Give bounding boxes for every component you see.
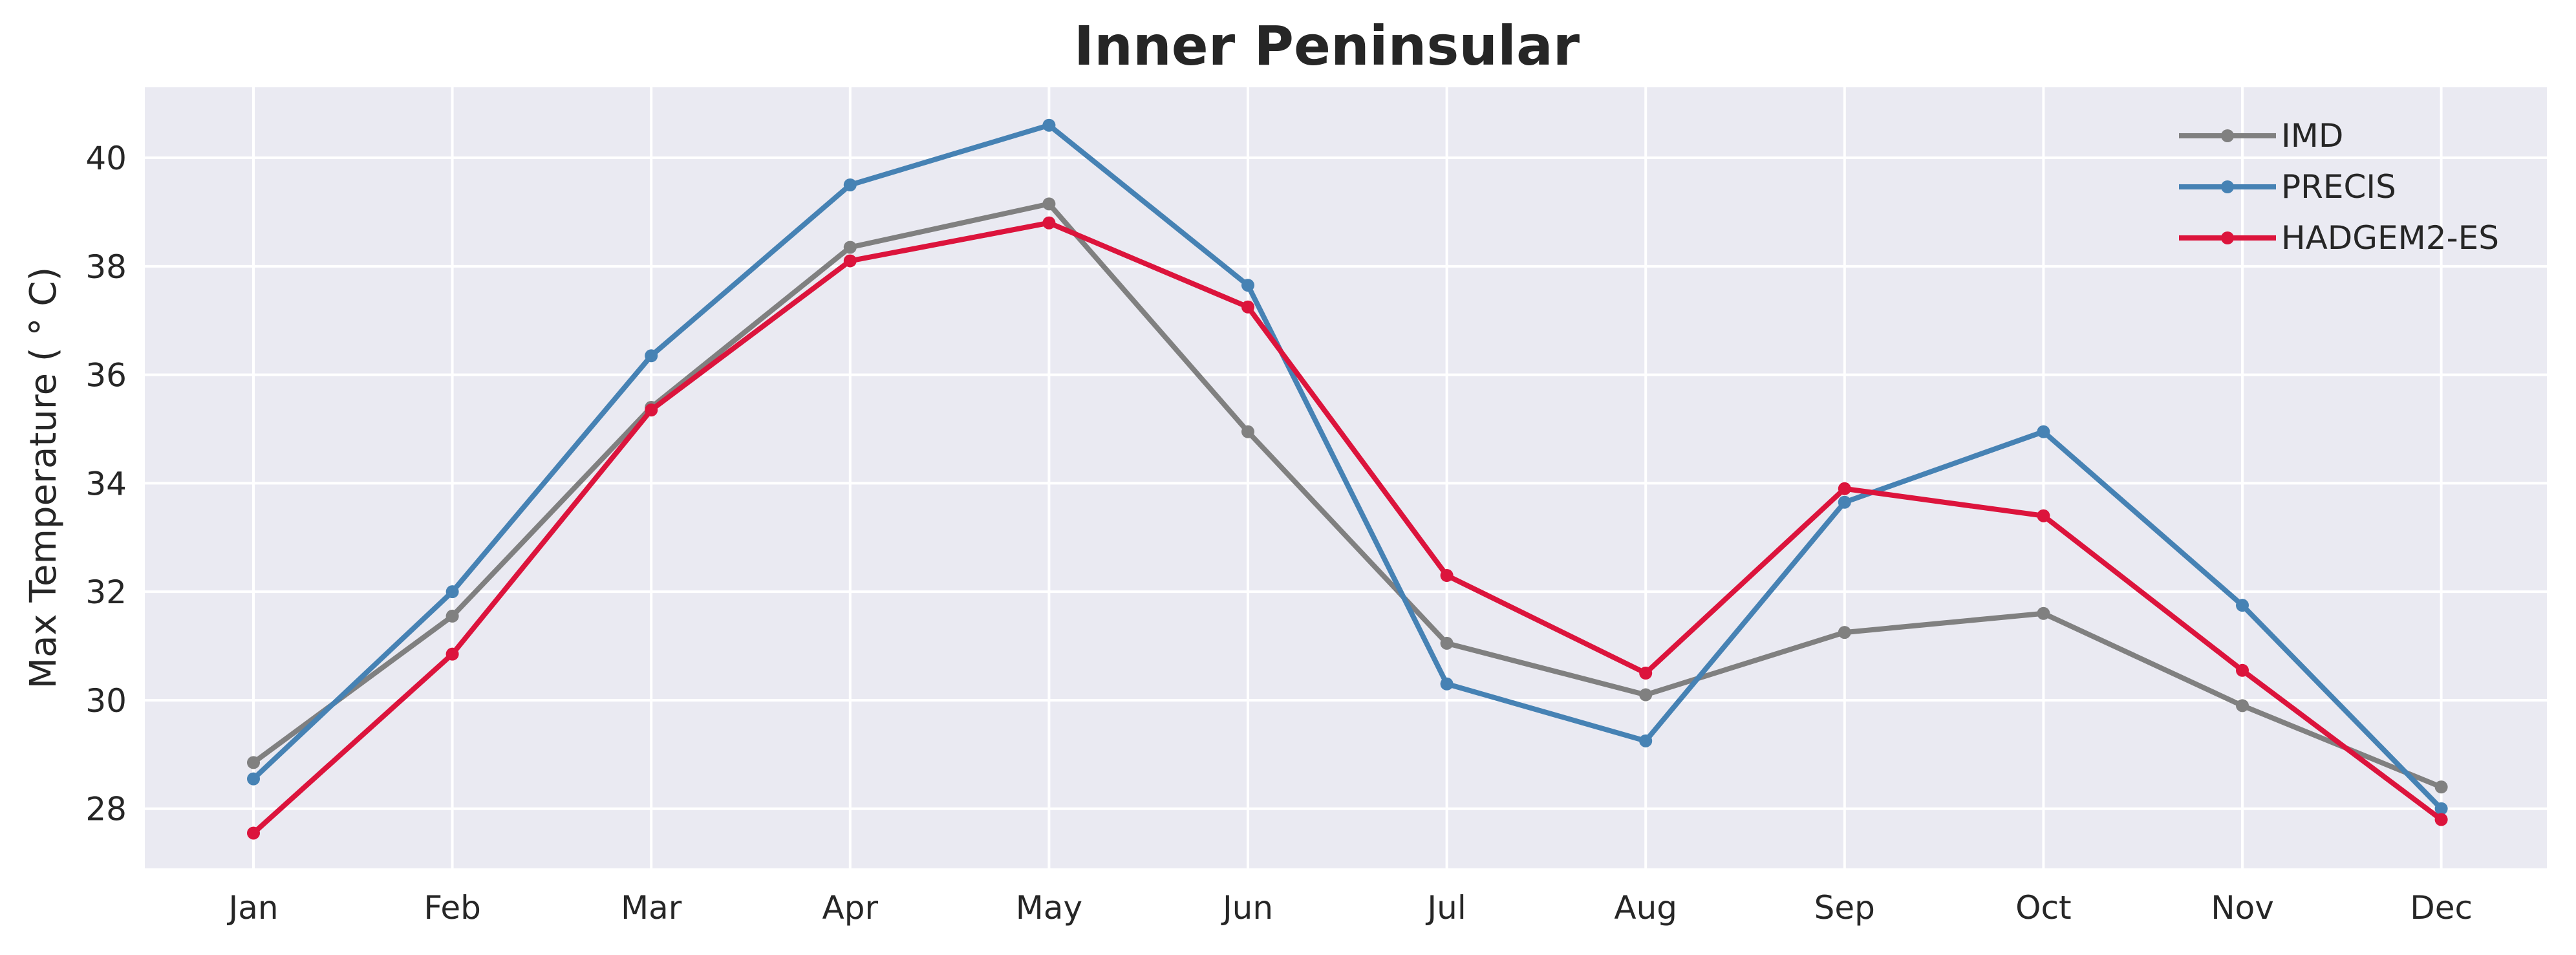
legend-item: HADGEM2-ES bbox=[2179, 219, 2499, 257]
data-point bbox=[843, 178, 857, 191]
data-point bbox=[843, 254, 857, 268]
x-tick-label: Jan bbox=[226, 889, 278, 927]
data-point bbox=[1440, 636, 1454, 650]
x-tick-label: Oct bbox=[2015, 889, 2071, 927]
chart-title: Inner Peninsular bbox=[1074, 14, 1580, 78]
x-axis-ticks: Jan Feb Mar Apr May Jun Jul Aug Sep Oct Nov Dec bbox=[226, 889, 2473, 927]
series-hadgem2-es bbox=[247, 216, 2448, 840]
legend-item: PRECIS bbox=[2179, 168, 2396, 206]
series-imd bbox=[247, 197, 2448, 794]
y-tick-label: 28 bbox=[85, 791, 127, 828]
data-point bbox=[1042, 197, 1056, 211]
data-point bbox=[1241, 279, 1254, 292]
y-axis-label: Max Temperature ( ° C) bbox=[23, 267, 65, 689]
data-point bbox=[1639, 667, 1653, 680]
legend-label: HADGEM2-ES bbox=[2281, 219, 2499, 257]
data-point bbox=[1838, 495, 1851, 509]
x-tick-label: Aug bbox=[1614, 889, 1677, 927]
data-point bbox=[2434, 802, 2448, 815]
x-tick-label: Sep bbox=[1814, 889, 1875, 927]
data-point bbox=[1241, 425, 1254, 438]
x-tick-label: Jun bbox=[1221, 889, 1273, 927]
legend-label: IMD bbox=[2281, 117, 2343, 155]
x-tick-label: Feb bbox=[424, 889, 481, 927]
x-tick-label: Mar bbox=[621, 889, 682, 927]
data-point bbox=[2434, 780, 2448, 794]
x-tick-label: Jul bbox=[1425, 889, 1466, 927]
data-point bbox=[1639, 734, 1653, 747]
data-point bbox=[445, 585, 459, 599]
y-tick-label: 34 bbox=[85, 465, 127, 502]
series-line bbox=[251, 201, 2444, 790]
data-point bbox=[645, 349, 658, 363]
data-point bbox=[247, 772, 260, 786]
series-lines bbox=[247, 118, 2448, 840]
y-tick-label: 38 bbox=[85, 248, 127, 286]
data-point bbox=[247, 756, 260, 769]
y-axis-ticks: 28 30 32 34 36 38 40 bbox=[85, 140, 127, 828]
data-point bbox=[247, 826, 260, 840]
data-point bbox=[1042, 216, 1056, 230]
data-point bbox=[1838, 482, 1851, 495]
data-point bbox=[445, 647, 459, 661]
data-point bbox=[2037, 425, 2050, 438]
legend-item: IMD bbox=[2179, 117, 2343, 155]
y-tick-label: 32 bbox=[85, 574, 127, 611]
data-point bbox=[445, 609, 459, 623]
series-line bbox=[251, 220, 2444, 836]
data-point bbox=[1639, 688, 1653, 702]
data-point bbox=[1838, 626, 1851, 639]
data-point bbox=[1440, 569, 1454, 582]
legend-marker bbox=[2221, 129, 2234, 142]
data-point bbox=[843, 241, 857, 254]
y-tick-label: 30 bbox=[85, 682, 127, 720]
data-point bbox=[2037, 606, 2050, 620]
x-tick-label: Apr bbox=[822, 889, 879, 927]
x-tick-label: May bbox=[1016, 889, 1082, 927]
series-precis bbox=[247, 118, 2448, 815]
data-point bbox=[645, 403, 658, 417]
data-point bbox=[2236, 699, 2249, 713]
x-tick-label: Dec bbox=[2410, 889, 2473, 927]
series-line bbox=[251, 122, 2444, 811]
legend-label: PRECIS bbox=[2281, 168, 2396, 206]
data-point bbox=[1241, 300, 1254, 314]
legend-marker bbox=[2221, 180, 2234, 193]
data-point bbox=[2037, 509, 2050, 522]
data-point bbox=[2236, 663, 2249, 677]
data-point bbox=[1440, 677, 1454, 691]
y-tick-label: 36 bbox=[85, 357, 127, 394]
legend: IMD PRECIS HADGEM2-ES bbox=[2179, 117, 2499, 257]
data-point bbox=[2236, 599, 2249, 612]
data-point bbox=[1042, 118, 1056, 132]
y-tick-label: 40 bbox=[85, 140, 127, 177]
data-point bbox=[2434, 813, 2448, 826]
legend-marker bbox=[2221, 231, 2234, 244]
x-tick-label: Nov bbox=[2211, 889, 2274, 927]
